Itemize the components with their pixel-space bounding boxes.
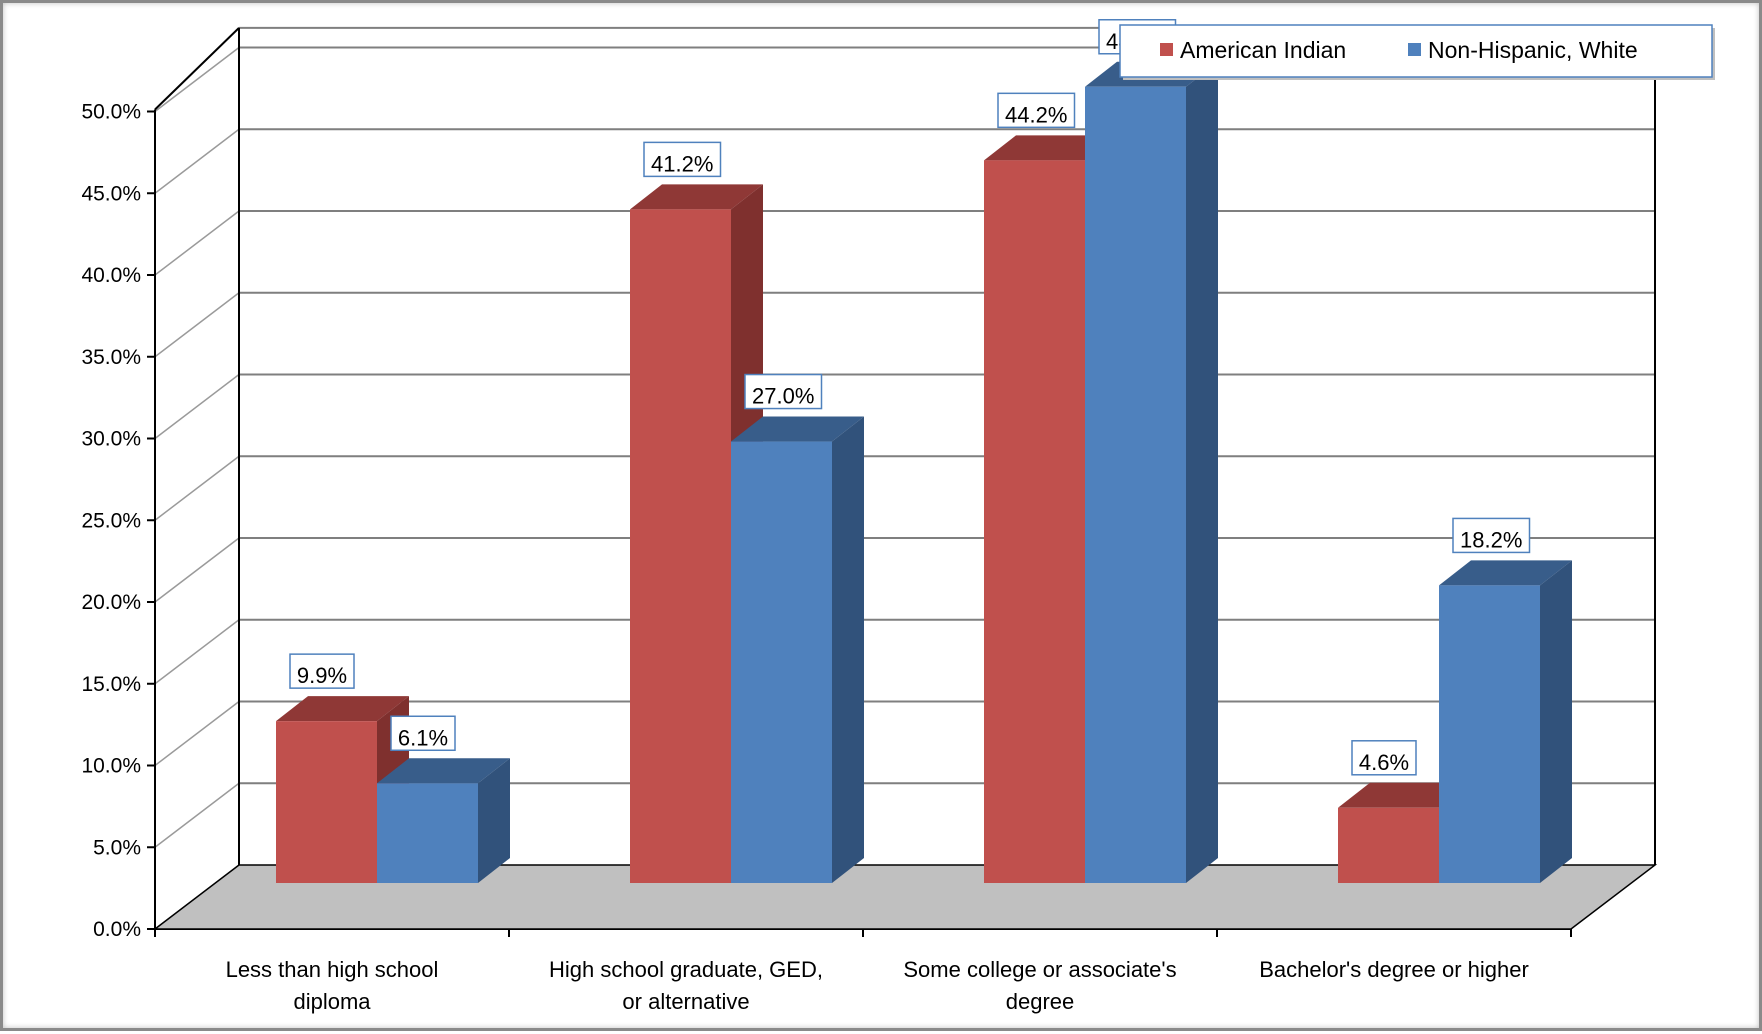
y-tick-labels: 0.0% 5.0% 10.0% 15.0% 20.0% 25.0% 30.0% 35.0% 40…: [81, 101, 141, 942]
data-label: 18.2%: [1460, 527, 1522, 552]
y-tick-label: 25.0%: [81, 509, 141, 532]
y-tick-label: 45.0%: [81, 182, 141, 205]
bar-top: [276, 696, 409, 722]
data-label-box: [1452, 517, 1531, 554]
y-tick-label: 40.0%: [81, 264, 141, 287]
legend: American Indian Non-Hispanic, White: [1119, 24, 1715, 80]
y-tick-label: 50.0%: [81, 101, 141, 124]
legend-swatch: [1408, 43, 1421, 56]
y-tick-label: 0.0%: [93, 918, 141, 941]
legend-label: Non-Hispanic, White: [1428, 37, 1638, 63]
data-label-box: [744, 373, 823, 410]
side-gridline: [154, 128, 240, 194]
side-gridline: [154, 537, 240, 603]
data-label: 9.9%: [297, 663, 347, 688]
data-label-box: [643, 141, 722, 178]
y-tick-label: 10.0%: [81, 755, 141, 778]
category-label: Some college or associate's: [903, 957, 1176, 982]
bar: [731, 441, 832, 883]
data-label: 44.2%: [1005, 102, 1067, 127]
bar: [1085, 86, 1186, 883]
bar-top: [1338, 782, 1471, 808]
bar-top: [1439, 560, 1572, 586]
data-label: 4.6%: [1359, 750, 1409, 775]
y-tick-label: 20.0%: [81, 591, 141, 614]
bar: [1439, 585, 1540, 883]
side-gridline: [154, 782, 240, 848]
bar-side: [478, 758, 510, 883]
bars: [276, 61, 1572, 883]
category-label: degree: [1006, 989, 1075, 1014]
data-label-box: [1351, 740, 1417, 776]
bar: [984, 160, 1085, 883]
bar-side: [1186, 61, 1218, 883]
bar: [276, 721, 377, 883]
bar-top: [984, 135, 1117, 161]
category-label: High school graduate, GED,: [549, 957, 823, 982]
side-gridline: [154, 455, 240, 521]
data-label: 6.1%: [398, 725, 448, 750]
bar-side: [832, 416, 864, 883]
bar-top: [731, 416, 864, 442]
category-label: Bachelor's degree or higher: [1259, 957, 1529, 982]
side-gridline: [154, 700, 240, 767]
legend-swatch: [1160, 43, 1173, 56]
category-label: or alternative: [622, 989, 749, 1014]
bar-top: [630, 184, 763, 210]
side-gridline: [154, 46, 240, 113]
side-gridline: [154, 210, 240, 276]
y-tick-label: 5.0%: [93, 836, 141, 859]
floor-plane: [152, 864, 1658, 930]
y-tick-label: 35.0%: [81, 346, 141, 369]
data-label-box: [289, 653, 355, 689]
category-label: diploma: [293, 989, 371, 1014]
bar-chart: 9.9%41.2%44.2%4.6%6.1%27.0%48.7%18.2% 0.…: [81, 19, 1715, 1014]
chart-floor: [152, 864, 1658, 930]
data-label-box: [390, 715, 456, 752]
bar-top: [377, 758, 510, 784]
legend-label: American Indian: [1180, 37, 1346, 63]
data-labels: 9.9%41.2%44.2%4.6%6.1%27.0%48.7%18.2%: [289, 19, 1531, 776]
data-label: 27.0%: [752, 384, 814, 409]
y-tick-label: 30.0%: [81, 428, 141, 451]
side-gridline: [154, 292, 240, 358]
side-gridline: [154, 373, 240, 440]
bar: [1338, 807, 1439, 883]
bar: [630, 209, 731, 883]
data-label: 41.2%: [651, 151, 713, 176]
bar: [377, 783, 478, 883]
side-gridline: [154, 619, 240, 685]
y-axis-top-diagonal: [154, 27, 240, 111]
data-label-box: [997, 92, 1076, 129]
bar-side: [1540, 560, 1572, 883]
y-tick-label: 15.0%: [81, 673, 141, 696]
category-labels: Less than high school diploma High school …: [226, 957, 1529, 1014]
category-label: Less than high school: [226, 957, 439, 982]
